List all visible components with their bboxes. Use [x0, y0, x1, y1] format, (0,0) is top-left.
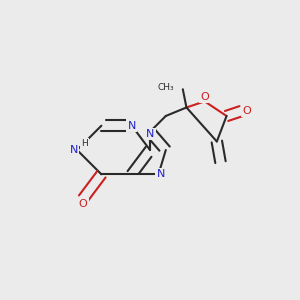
Text: O: O	[79, 200, 88, 209]
Text: H: H	[81, 139, 88, 148]
Text: O: O	[200, 92, 209, 102]
Text: N: N	[146, 129, 154, 139]
Text: N: N	[157, 169, 165, 179]
Text: N: N	[128, 121, 136, 131]
Text: O: O	[243, 106, 251, 116]
Text: CH₃: CH₃	[158, 83, 174, 92]
Text: N: N	[69, 145, 78, 155]
